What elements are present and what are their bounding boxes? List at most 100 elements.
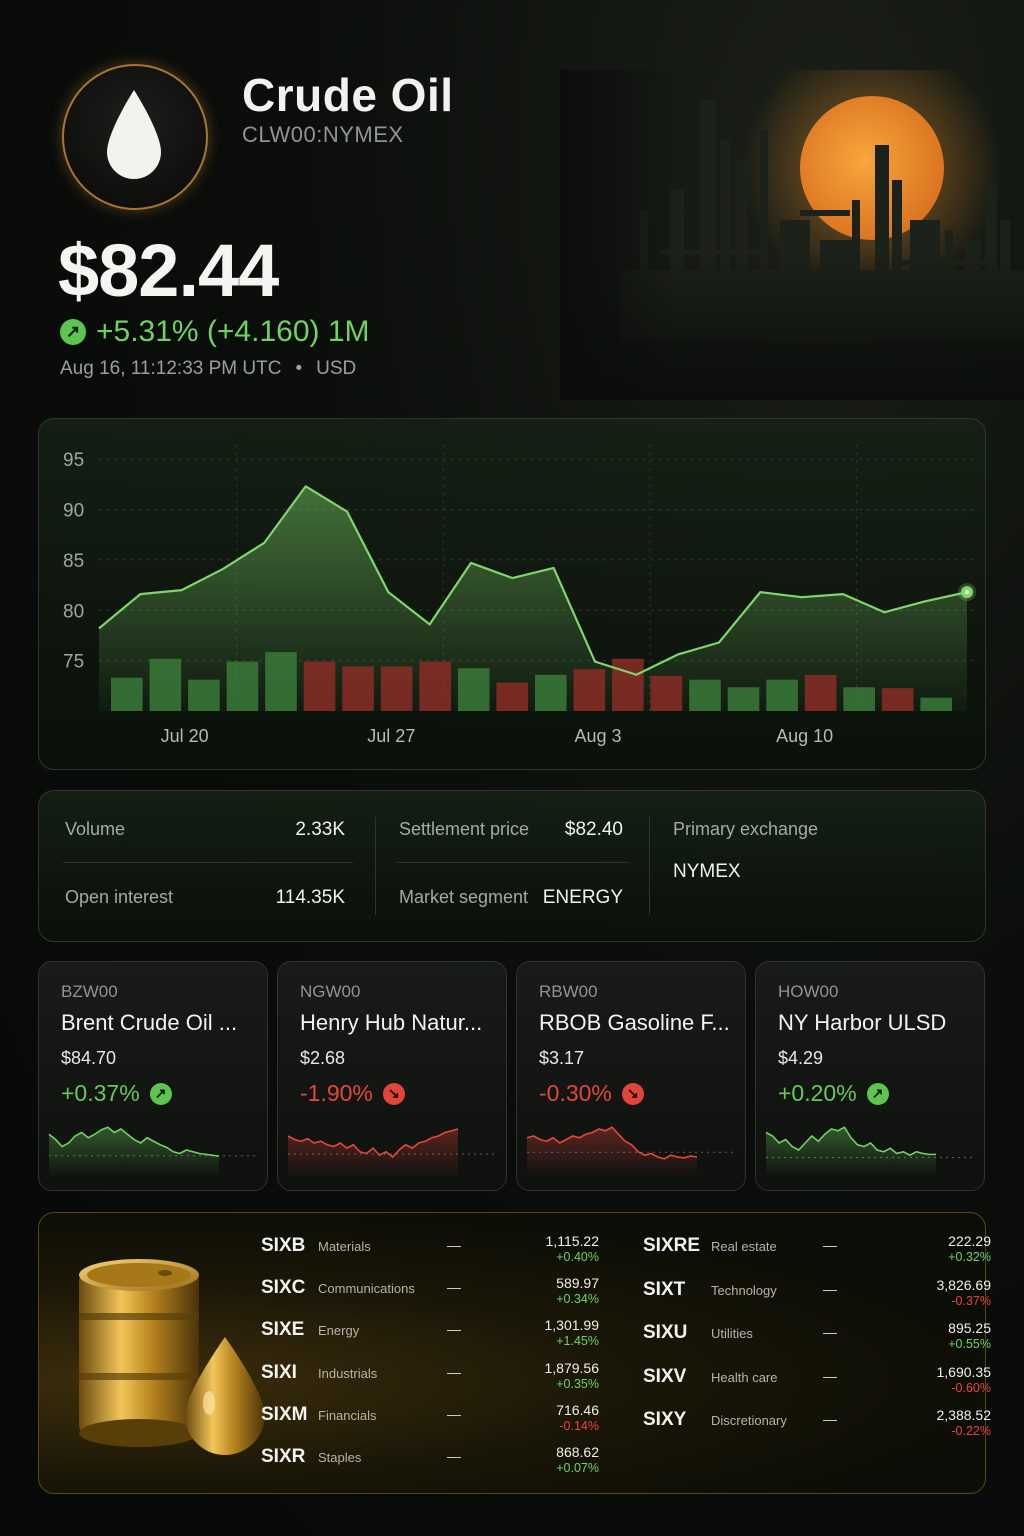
sparkline-line (526, 1126, 698, 1160)
timestamp: Aug 16, 11:12:33 PM UTC (60, 358, 282, 379)
sector-name: Utilities (711, 1326, 753, 1342)
y-tick-label: 90 (63, 501, 84, 522)
sector-row-sixr[interactable]: SIXR Staples — 868.62 +0.07% (261, 1444, 599, 1486)
x-tick-label: Aug 10 (776, 726, 833, 746)
current-price: $82.44 (58, 229, 279, 312)
sector-dash: — (447, 1321, 461, 1338)
volume-bar (188, 679, 220, 711)
sector-row-sixb[interactable]: SIXB Materials — 1,115.22 +0.40% (261, 1233, 599, 1275)
sector-value: 868.62 (556, 1444, 599, 1460)
related-future-card[interactable]: RBW00 RBOB Gasoline F... $3.17 -0.30% ↘ (516, 961, 746, 1191)
divider (649, 817, 650, 915)
sector-value: 1,879.56 (544, 1359, 600, 1376)
sector-change: +0.34% (556, 1292, 599, 1307)
divider (375, 817, 376, 915)
oil-barrel-image (79, 1259, 265, 1455)
sparkline-line (765, 1126, 936, 1157)
x-tick-label: Aug 3 (574, 726, 621, 746)
volume-bar (689, 679, 721, 711)
sector-row-sixu[interactable]: SIXU Utilities — 895.25 +0.55% (643, 1320, 991, 1362)
sector-indices-panel: SIXB Materials — 1,115.22 +0.40% SIXC Communic… (38, 1212, 991, 1494)
sparkline (765, 1126, 972, 1178)
sector-row-sixm[interactable]: SIXM Financials — 716.46 -0.14% (261, 1402, 599, 1444)
sector-symbol: SIXU (643, 1322, 688, 1344)
sector-dash: — (823, 1411, 837, 1428)
sector-name: Discretionary (711, 1413, 787, 1429)
volume-label: Volume (65, 819, 126, 839)
sector-name: Health care (711, 1369, 778, 1385)
settlement-price-value: $82.40 (564, 819, 623, 840)
volume-bar (804, 674, 837, 711)
sector-row-sixv[interactable]: SIXV Health care — 1,690.35 -0.60% (643, 1363, 992, 1406)
sparkline-area (49, 1127, 219, 1178)
currency: USD (316, 358, 357, 379)
volume-bar (111, 677, 143, 711)
volume-bar (535, 674, 567, 711)
sector-change: +1.45% (556, 1334, 599, 1349)
oil-drop-icon (107, 90, 161, 179)
future-name: Brent Crude Oil ... (61, 1010, 238, 1035)
sector-dash: — (447, 1405, 461, 1422)
related-future-card[interactable]: HOW00 NY Harbor ULSD $4.29 +0.20% ↗ (755, 961, 985, 1191)
sector-row-sixe[interactable]: SIXE Energy — 1,301.99 +1.45% (261, 1317, 599, 1359)
volume-value: 2.33K (295, 819, 345, 840)
sector-symbol: SIXB (261, 1235, 306, 1256)
arrow-down-right-icon: ↘ (621, 1082, 644, 1105)
sector-name: Staples (318, 1450, 362, 1465)
future-symbol: BZW00 (61, 982, 118, 1001)
volume-bar (650, 675, 683, 711)
sector-symbol: SIXR (261, 1446, 306, 1467)
sector-row-sixt[interactable]: SIXT Technology — 3,826.69 -0.37% (643, 1277, 991, 1319)
volume-bar (766, 679, 798, 711)
future-name: RBOB Gasoline F... (539, 1010, 730, 1035)
key-stats-panel: Volume 2.33K Open interest 114.35K Settl… (38, 790, 986, 942)
y-tick-label: 75 (63, 652, 84, 673)
sector-symbol: SIXI (261, 1361, 297, 1383)
sector-row-sixre[interactable]: SIXRE Real estate — 222.29 +0.32% (643, 1233, 991, 1275)
sector-symbol: SIXV (643, 1365, 687, 1387)
future-price: $2.68 (300, 1048, 346, 1068)
future-symbol: RBW00 (539, 982, 598, 1001)
future-symbol: NGW00 (300, 982, 361, 1001)
sector-dash: — (447, 1237, 461, 1253)
primary-exchange-value: NYMEX (673, 861, 741, 882)
x-tick-label: Jul 20 (161, 726, 209, 746)
sparkline-area (766, 1127, 936, 1178)
sector-change: -0.14% (559, 1418, 599, 1433)
sector-change: +0.55% (948, 1337, 991, 1352)
ticker-symbol: CLW00:NYMEX (242, 122, 404, 147)
sector-name: Financials (318, 1407, 377, 1423)
sector-value: 2,388.52 (936, 1407, 992, 1424)
sector-value: 1,690.35 (936, 1363, 992, 1380)
x-tick-label: Jul 27 (367, 726, 415, 746)
sector-name: Technology (711, 1282, 777, 1298)
sector-change: +0.40% (556, 1250, 599, 1264)
sector-row-sixc[interactable]: SIXC Communications — 589.97 +0.34% (261, 1275, 599, 1317)
future-price: $4.29 (778, 1048, 824, 1068)
y-tick-label: 95 (63, 450, 84, 471)
related-future-card[interactable]: BZW00 Brent Crude Oil ... $84.70 +0.37% ↗ (38, 961, 268, 1191)
sector-row-sixy[interactable]: SIXY Discretionary — 2,388.52 -0.22% (643, 1407, 992, 1449)
future-change-text: -0.30% (539, 1080, 612, 1106)
price-chart[interactable]: 95 90 85 80 75 Jul 20 Jul 27 Aug 3 Aug 10 (38, 418, 986, 770)
separator-dot: • (295, 358, 303, 379)
sector-symbol: SIXRE (643, 1235, 701, 1256)
y-tick-label: 85 (63, 551, 84, 572)
volume-bar (881, 688, 914, 711)
sector-name: Communications (318, 1281, 415, 1297)
future-price: $3.17 (539, 1048, 585, 1068)
sector-name: Materials (318, 1239, 371, 1254)
sector-value: 1,115.22 (545, 1233, 599, 1249)
volume-bar (149, 658, 182, 711)
sparkline (287, 1128, 494, 1178)
sector-name: Energy (318, 1323, 360, 1339)
related-future-card[interactable]: NGW00 Henry Hub Natur... $2.68 -1.90% ↘ (277, 961, 507, 1191)
divider (63, 862, 353, 863)
volume-bar (226, 661, 259, 711)
volume-bar (612, 658, 644, 711)
volume-bar (727, 687, 760, 711)
sector-change: -0.60% (951, 1380, 991, 1395)
sector-row-sixi[interactable]: SIXI Industrials — 1,879.56 +0.35% (261, 1359, 600, 1402)
sector-dash: — (447, 1363, 461, 1380)
crude-oil-logo (62, 64, 208, 210)
